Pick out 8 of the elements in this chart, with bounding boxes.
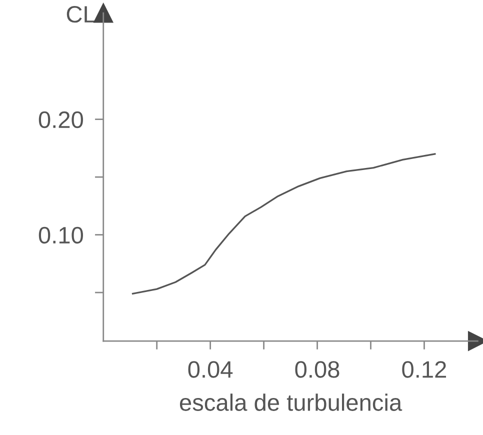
x-tick-label: 0.08 [295,361,340,378]
line-series [132,153,436,295]
x-axis-title: escala de turbulencia [180,394,402,411]
x-tick-label: 0.12 [402,361,446,378]
y-tick-label: 0.20 [38,111,83,128]
y-tick-label: 0.10 [38,226,83,244]
x-tick-label: 0.04 [188,361,233,378]
y-axis-title: CL [66,6,96,23]
